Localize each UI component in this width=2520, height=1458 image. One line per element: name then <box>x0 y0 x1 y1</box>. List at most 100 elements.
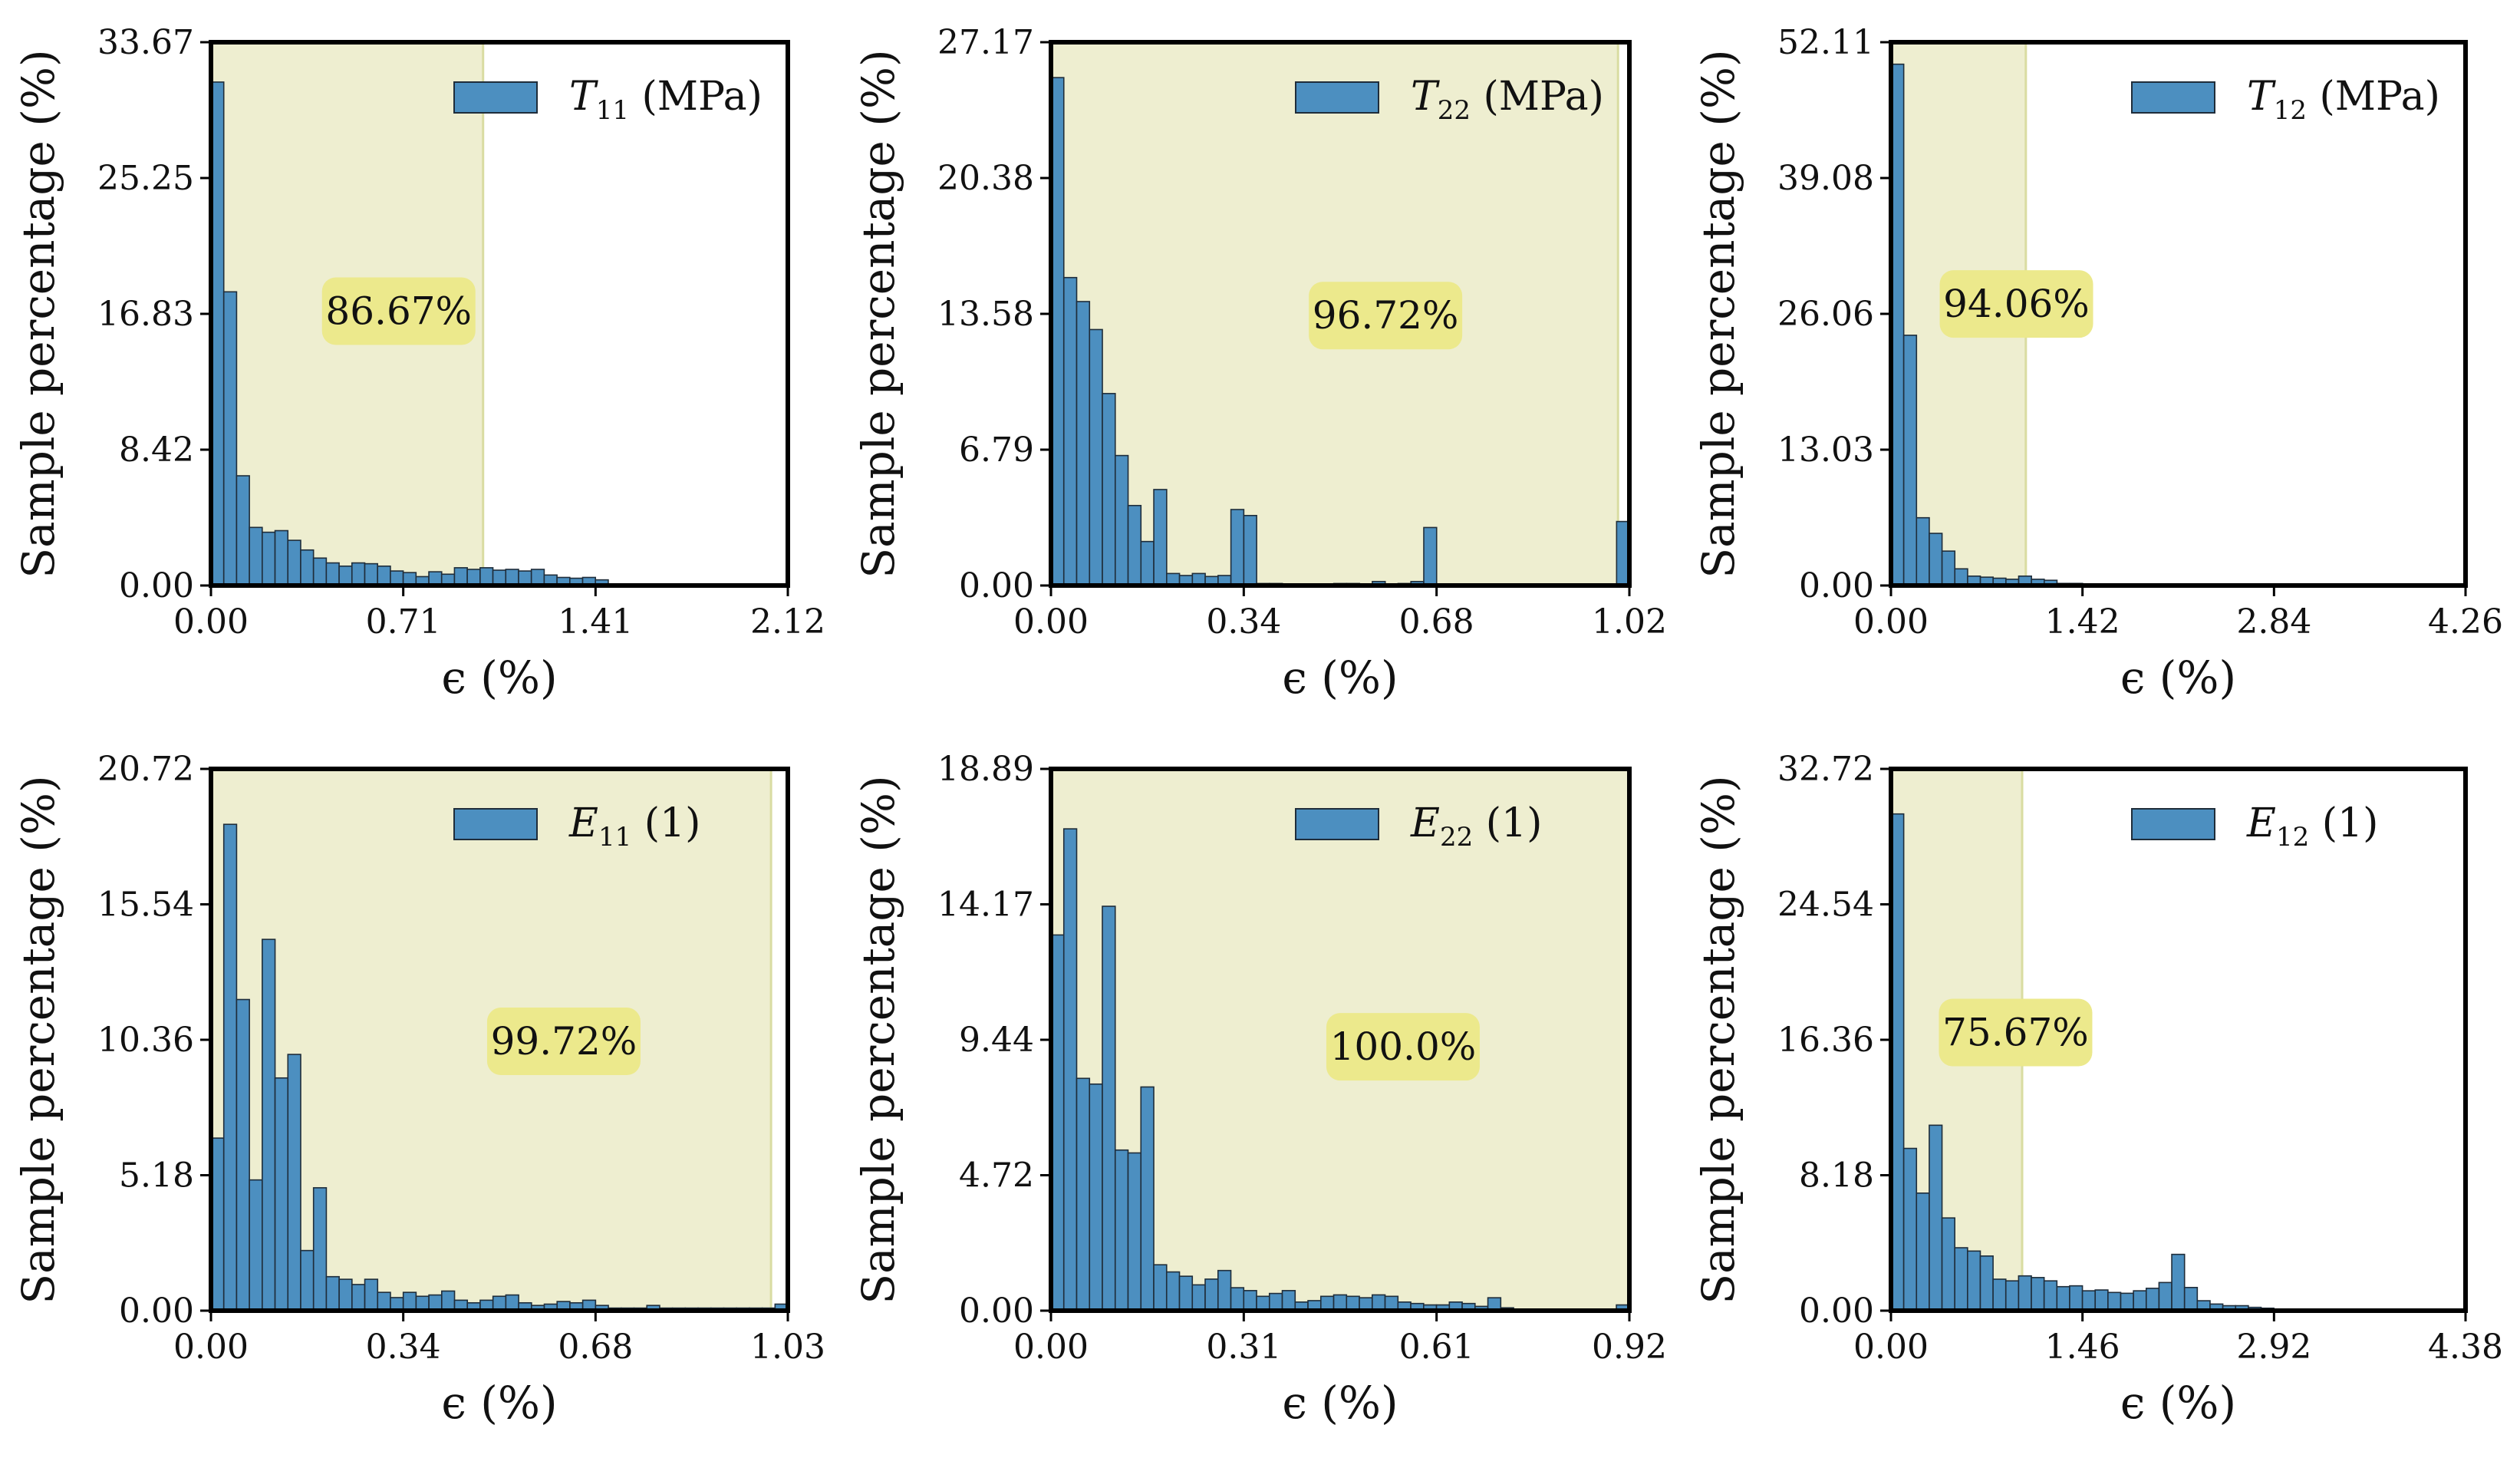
histogram-bar <box>377 565 391 586</box>
x-tick-label: 0.00 <box>1853 602 1929 642</box>
y-tick-label: 13.03 <box>1777 430 1874 470</box>
histogram-bar <box>2081 1290 2097 1311</box>
legend-swatch <box>1295 808 1379 840</box>
chart-panel-t22: 0.00 0.34 0.68 1.02 0.00 6.79 13.58 20.38 27.17 ϵ… <box>852 23 1667 704</box>
legend-swatch <box>1295 81 1379 114</box>
histogram-bar <box>505 1294 519 1311</box>
histogram-bar <box>1230 509 1245 586</box>
histogram-bar <box>402 1291 417 1311</box>
x-axis-label: ϵ (%) <box>1282 1377 1398 1429</box>
legend-label: T22 (MPa) <box>1411 74 1604 126</box>
x-tick-label: 1.46 <box>2045 1328 2120 1367</box>
y-tick-label: 0.00 <box>959 1291 1034 1331</box>
histogram-bar <box>1127 504 1142 586</box>
y-tick-label: 8.18 <box>1799 1156 1874 1196</box>
x-tick-label: 0.00 <box>173 1328 249 1367</box>
histogram-bar <box>1423 526 1438 586</box>
y-tick-label: 13.58 <box>937 295 1034 334</box>
legend-swatch <box>2131 81 2215 114</box>
histogram-bar <box>1230 1287 1245 1311</box>
histogram-bar <box>222 823 238 1311</box>
y-tick-label: 10.36 <box>97 1021 194 1060</box>
y-tick-label: 14.17 <box>937 886 1034 925</box>
legend-label: E11 (1) <box>568 800 700 853</box>
y-tick-label: 0.00 <box>959 566 1034 605</box>
y-axis-label: Sample percentage (%) <box>12 775 64 1304</box>
percentage-badge <box>486 1008 641 1076</box>
x-tick-label: 0.61 <box>1399 1328 1474 1367</box>
histogram-bar <box>364 562 378 586</box>
histogram-bar <box>2145 1288 2160 1311</box>
percentage-badge <box>1309 282 1463 350</box>
legend: T11 (MPa) <box>453 74 763 126</box>
histogram-bar <box>236 998 250 1311</box>
histogram-bar <box>1902 1147 1918 1311</box>
histogram-bar <box>1076 301 1091 586</box>
histogram-bar <box>1089 1083 1103 1311</box>
histogram-bar <box>262 938 276 1311</box>
histogram-bar <box>1954 1247 1968 1311</box>
histogram-bar <box>441 1290 456 1311</box>
x-tick-label: 0.00 <box>1853 1328 1929 1367</box>
legend-label: T12 (MPa) <box>2247 74 2440 126</box>
y-tick-label: 26.06 <box>1777 295 1874 334</box>
y-tick-label: 6.79 <box>959 430 1034 470</box>
y-axis-label: Sample percentage (%) <box>852 775 904 1304</box>
x-tick-label: 1.03 <box>750 1328 825 1367</box>
y-tick-label: 8.42 <box>119 430 194 470</box>
histogram-bar <box>453 567 468 586</box>
y-axis-label: Sample percentage (%) <box>1692 775 1744 1304</box>
legend: T22 (MPa) <box>1295 74 1604 126</box>
histogram-bar <box>312 1187 328 1311</box>
y-tick-label: 18.89 <box>937 750 1034 789</box>
legend-swatch <box>2131 808 2215 840</box>
percentage-label: 99.72% <box>491 1019 637 1064</box>
histogram-bar <box>1089 328 1103 586</box>
histogram-bar <box>428 1294 443 1311</box>
histogram-bar <box>2056 1285 2070 1311</box>
percentage-badge <box>321 277 476 345</box>
percentage-badge <box>1939 998 2093 1067</box>
y-tick-label: 0.00 <box>119 566 194 605</box>
histogram-bar <box>1332 1294 1348 1311</box>
histogram-bar <box>2133 1290 2147 1311</box>
histogram-bar <box>287 539 301 586</box>
x-tick-label: 0.92 <box>1592 1328 1667 1367</box>
histogram-bar <box>1243 514 1257 586</box>
histogram-bar <box>530 569 545 586</box>
percentage-badge <box>1939 270 2093 338</box>
histogram-bar <box>1127 1152 1142 1311</box>
histogram-bar <box>1114 454 1129 586</box>
histogram-bar <box>274 1077 289 1311</box>
y-tick-label: 27.17 <box>937 23 1034 62</box>
histogram-bar <box>1102 393 1116 586</box>
x-tick-label: 0.34 <box>1206 602 1281 642</box>
histogram-bar <box>1268 1292 1283 1311</box>
histogram-bar <box>1941 1217 1955 1311</box>
x-tick-label: 2.92 <box>2236 1328 2311 1367</box>
histogram-bar <box>377 1291 391 1311</box>
x-tick-label: 0.71 <box>366 602 441 642</box>
histogram-bar <box>2120 1292 2134 1311</box>
x-tick-label: 0.31 <box>1206 1328 1281 1367</box>
legend-swatch <box>453 808 538 840</box>
y-tick-label: 52.11 <box>1777 23 1874 62</box>
histogram-bar <box>351 1284 366 1311</box>
histogram-bar <box>338 1278 353 1311</box>
x-tick-label: 1.02 <box>1592 602 1667 642</box>
histogram-bar <box>325 562 340 586</box>
x-axis-label: ϵ (%) <box>441 1377 557 1429</box>
histogram-bar <box>466 569 481 586</box>
y-tick-label: 0.00 <box>1799 1291 1874 1331</box>
x-tick-label: 4.26 <box>2428 602 2503 642</box>
percentage-label: 96.72% <box>1313 293 1459 338</box>
y-tick-label: 20.38 <box>937 159 1034 198</box>
histogram-bar <box>262 531 276 586</box>
histogram-bar <box>2018 1275 2032 1311</box>
histogram-bar <box>1178 1275 1194 1311</box>
histogram-bar <box>1979 1255 1994 1311</box>
chart-panel-t11: 0.00 0.71 1.41 2.12 0.00 8.42 16.83 25.25 33.67 ϵ… <box>12 23 825 704</box>
y-tick-label: 0.00 <box>1799 566 1874 605</box>
histogram-bar <box>1281 1290 1296 1311</box>
